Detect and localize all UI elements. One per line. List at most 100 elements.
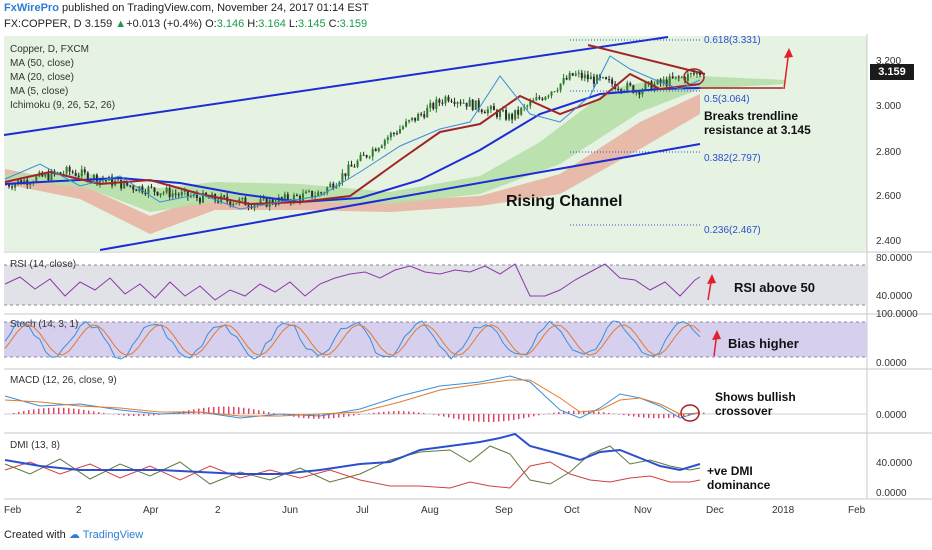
candle-body	[150, 186, 153, 188]
macd-hist-bar	[373, 412, 375, 414]
candle-body	[292, 195, 295, 203]
candle-body	[556, 90, 559, 92]
stoch-d-line	[4, 324, 701, 356]
macd-hist-bar	[463, 414, 465, 421]
candle-body	[68, 167, 71, 172]
macd-hist-bar	[588, 410, 590, 414]
candle-body	[144, 192, 147, 195]
candle-body	[502, 110, 505, 112]
candle-body	[411, 117, 414, 121]
stoch-k-line	[4, 320, 701, 360]
resistance-trendline[interactable]	[587, 44, 706, 75]
macd-hist-bar	[73, 408, 75, 414]
candle-body	[483, 111, 486, 114]
candle-body	[468, 99, 471, 107]
macd-hist-bar	[18, 411, 20, 414]
macd-hist-bar	[338, 414, 340, 418]
publish-text: published on TradingView.com, November 2…	[58, 2, 369, 14]
macd-hist-bar	[563, 411, 565, 414]
time-tick: Jul	[356, 505, 369, 516]
dmi-legend: DMI (13, 8)	[10, 440, 60, 451]
dmi-plus-line	[4, 445, 701, 485]
macd-hist-bar	[253, 409, 255, 414]
candle-body	[168, 188, 171, 197]
candle-body	[274, 203, 277, 205]
candle-body	[374, 148, 377, 152]
breakout-circle[interactable]	[683, 68, 705, 86]
macd-hist-bar	[473, 414, 475, 422]
candle-body	[129, 185, 132, 187]
macd-hist-bar	[453, 414, 455, 419]
macd-pane[interactable]	[4, 370, 867, 432]
ma50-line	[4, 87, 701, 204]
candle-body	[514, 109, 517, 120]
up-arrow-icon: ▲	[115, 18, 127, 30]
macd-hist-bar	[343, 414, 345, 418]
candle-body	[280, 197, 283, 199]
macd-hist-bar	[403, 411, 405, 414]
time-tick: Aug	[421, 505, 439, 516]
time-tick: Apr	[143, 505, 159, 516]
candle-body	[429, 103, 432, 108]
candle-body	[180, 191, 183, 196]
candle-body	[135, 189, 138, 192]
created-with-label: Created with	[4, 529, 66, 541]
candle-body	[341, 173, 344, 183]
candle-body	[123, 181, 126, 189]
dmi-tick-40: 40.0000	[876, 458, 913, 469]
candle-body	[305, 191, 308, 194]
candle-body	[183, 190, 186, 192]
candle-body	[198, 198, 201, 203]
candle-body	[229, 201, 232, 206]
dmi-annotation-line1: +ve DMI	[707, 464, 753, 478]
candle-body	[377, 147, 380, 152]
macd-hist-bar	[558, 412, 560, 414]
tradingview-brand[interactable]: TradingView	[82, 529, 144, 541]
macd-hist-bar	[33, 409, 35, 414]
macd-hist-bar	[138, 414, 140, 417]
candle-body	[592, 76, 595, 84]
macd-hist-bar	[658, 414, 660, 419]
macd-hist-bar	[663, 414, 665, 419]
candle-body	[559, 83, 562, 91]
price-tick: 2.400	[876, 236, 901, 247]
candle-body	[520, 107, 523, 115]
channel-lower-line[interactable]	[99, 143, 701, 251]
time-tick: Nov	[634, 505, 652, 516]
candle-body	[529, 101, 532, 106]
candle-body	[371, 148, 374, 157]
macd-hist-bar	[128, 414, 130, 416]
price-change: +0.013 (+0.4%)	[126, 18, 203, 30]
candle-body	[589, 76, 592, 80]
candle-body	[699, 72, 701, 75]
candle-body	[317, 192, 320, 196]
macd-hist-bar	[198, 408, 200, 414]
publisher-name[interactable]: FxWirePro	[4, 2, 59, 14]
macd-hist-bar	[348, 414, 350, 417]
macd-annotation-line1: Shows bullish	[715, 390, 796, 404]
macd-hist-bar	[398, 411, 400, 414]
candle-body	[659, 79, 662, 84]
candle-body	[353, 166, 356, 168]
macd-hist-bar	[153, 414, 155, 416]
macd-hist-bar	[408, 411, 410, 414]
candle-body	[365, 155, 368, 158]
candle-body	[547, 95, 550, 97]
macd-hist-bar	[448, 414, 450, 418]
candle-body	[674, 76, 677, 79]
chart-canvas[interactable]: 0.618(3.331) 0.5(3.064) 0.382(2.797) 0.2…	[0, 34, 932, 524]
candle-body	[301, 193, 304, 201]
candle-body	[389, 133, 392, 138]
candle-body	[417, 113, 420, 121]
macd-hist-bar	[633, 414, 635, 417]
candle-body	[105, 180, 108, 182]
candle-body	[602, 77, 605, 79]
candle-body	[650, 81, 653, 91]
candle-body	[535, 97, 538, 101]
crossover-circle[interactable]	[680, 404, 700, 422]
channel-upper-line[interactable]	[3, 36, 669, 136]
candle-body	[195, 194, 198, 199]
candle-body	[395, 133, 398, 135]
candle-body	[117, 179, 120, 181]
macd-hist-bar	[573, 410, 575, 414]
